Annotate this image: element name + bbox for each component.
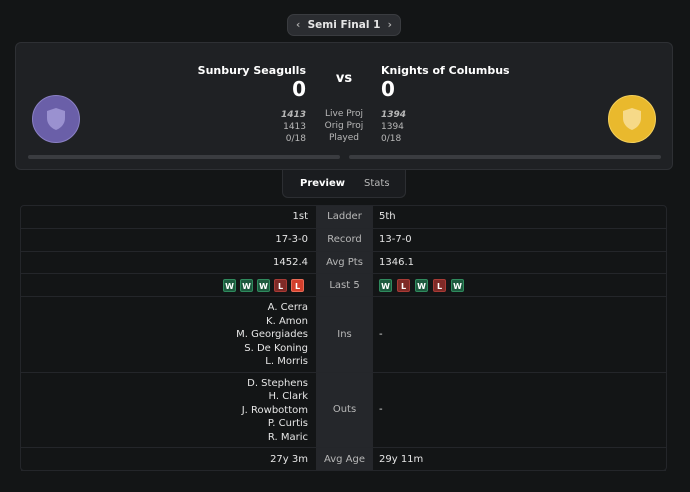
home-orig-proj: 1413 [283,122,306,132]
home-logo [32,95,80,143]
row-label: Outs [332,404,357,416]
player-name: H. Clark [268,391,309,403]
away-name: Knights of Columbus [381,64,510,77]
home-played: 0/18 [285,134,306,144]
away-live-proj: 1394 [381,110,407,120]
home-info: Sunbury Seagulls 0 1413 1413 0/18 [198,64,306,145]
form-badge: L [433,278,446,292]
player-name: P. Curtis [267,418,308,430]
match-card: Sunbury Seagulls 0 1413 1413 0/18 vs Liv… [15,42,673,170]
table-row: Outs D. Stephens H. Clark J. Rowbottom P. Cu… [21,373,666,449]
comparison-table: Ladder 1st 5th Record 17-3-0 13-7-0 Avg Pts 145… [20,205,667,471]
form-badge: L [274,278,287,292]
away-cell: - [379,328,383,340]
away-cell: 29y 11m [379,453,424,465]
table-row: Ins A. Cerra K. Amon M. Georgiades S. De Kon… [21,297,666,373]
away-cell: 13-7-0 [379,234,412,246]
away-cell: - [379,404,383,416]
row-label: Ins [337,328,352,340]
home-score: 0 [292,77,306,101]
home-cell: 1st [292,211,309,223]
tabs: Preview Stats [282,170,406,198]
player-name: K. Amon [266,315,308,327]
center-info: vs Live Proj Orig Proj Played [316,71,372,144]
row-label: Avg Age [323,453,366,465]
home-cell: 27y 3m [270,453,308,465]
home-progress [28,155,340,159]
away-progress [349,155,661,159]
form-badge: W [415,278,428,292]
form-badge: L [397,278,410,292]
home-cell: 17-3-0 [275,234,308,246]
row-label: Avg Pts [326,256,363,268]
away-logo [608,95,656,143]
form-badge: W [240,278,253,292]
row-label: Record [327,234,362,246]
table-row: Record 17-3-0 13-7-0 [21,229,666,252]
player-name: L. Morris [265,356,308,368]
prev-round[interactable]: ‹ [296,19,301,31]
label: Played [328,133,360,143]
form-badge: W [257,278,270,292]
round-selector: ‹ Semi Final 1 › [287,14,401,36]
player-name: D. Stephens [247,377,308,389]
player-name: M. Georgiades [236,329,308,341]
away-info: Knights of Columbus 0 1394 1394 0/18 [381,64,510,145]
home-cell: A. Cerra K. Amon M. Georgiades S. De Koning… [236,301,308,369]
form-badge: W [379,278,392,292]
table-row: Avg Age 27y 3m 29y 11m [21,448,666,471]
home-cell: D. Stephens H. Clark J. Rowbottom P. Curtis… [242,377,308,445]
away-score: 0 [381,77,395,101]
home-live-proj: 1413 [280,110,306,120]
table-row: Ladder 1st 5th [21,206,666,229]
player-name: J. Rowbottom [241,404,308,416]
away-orig-proj: 1394 [381,122,404,132]
away-played: 0/18 [381,134,402,144]
form-badge: W [451,278,464,292]
tab[interactable]: Stats [364,178,390,189]
label-column [316,206,373,470]
player-name: A. Cerra [267,302,308,314]
row-label: Ladder [327,211,362,223]
player-name: S. De Koning [244,342,308,354]
home-name: Sunbury Seagulls [197,64,306,77]
tab[interactable]: Preview [300,178,346,189]
away-cell: 5th [379,211,396,223]
table-row: Avg Pts 1452.4 1346.1 [21,252,666,275]
away-cell: 1346.1 [379,256,414,268]
vs: vs [335,71,353,86]
home-cell: 1452.4 [273,256,308,268]
round-title: Semi Final 1 [307,19,381,31]
row-label: Last 5 [329,279,360,291]
player-name: R. Maric [267,431,308,443]
next-round[interactable]: › [387,19,392,31]
form-badge: W [223,278,236,292]
form-badge: L [291,278,304,292]
label: Live Proj [324,109,364,119]
label: Orig Proj [324,121,364,131]
